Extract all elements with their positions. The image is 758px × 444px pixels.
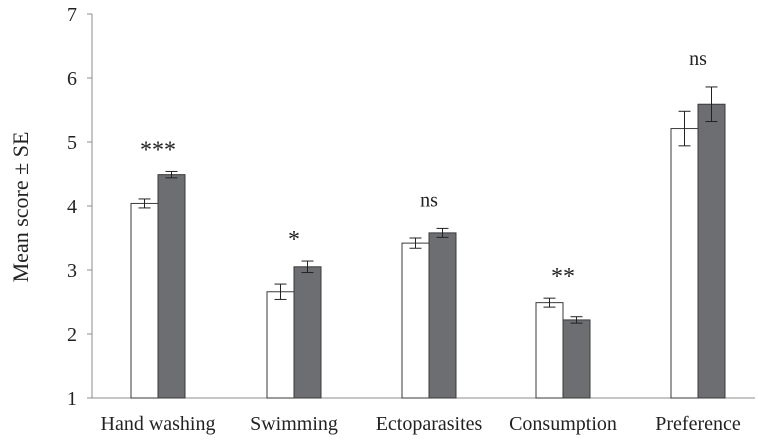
bar xyxy=(671,129,698,398)
y-tick-label: 6 xyxy=(67,68,77,90)
y-axis-label: Mean score ± SE xyxy=(8,132,33,283)
x-tick-label: Consumption xyxy=(509,413,617,435)
bar xyxy=(698,104,725,398)
significance-label: *** xyxy=(140,137,176,163)
bar xyxy=(563,320,590,398)
y-tick-label: 7 xyxy=(67,4,77,26)
bar xyxy=(536,303,563,398)
significance-label: * xyxy=(288,227,300,253)
bar xyxy=(429,233,456,398)
y-tick-label: 3 xyxy=(67,260,77,282)
x-tick-label-group: Hand washing Swimming Ectoparasites Consump… xyxy=(101,413,741,435)
x-tick-label: Ectoparasites xyxy=(376,413,483,435)
y-tick-group: 1 2 3 4 5 6 7 xyxy=(67,4,92,410)
bar-group xyxy=(131,104,725,398)
bar xyxy=(267,292,294,398)
bar xyxy=(131,203,158,398)
y-tick-label: 5 xyxy=(67,132,77,154)
bar xyxy=(402,243,429,398)
significance-label: ** xyxy=(551,264,575,290)
y-tick-label: 1 xyxy=(67,388,77,410)
significance-label: ns xyxy=(689,48,707,70)
x-tick-label: Preference xyxy=(655,413,741,435)
significance-label: ns xyxy=(420,189,438,211)
x-tick-label: Swimming xyxy=(250,413,338,435)
bar xyxy=(294,267,321,398)
bar xyxy=(158,175,185,398)
y-tick-label: 4 xyxy=(67,196,77,218)
x-tick-label: Hand washing xyxy=(101,413,216,435)
y-tick-label: 2 xyxy=(67,324,77,346)
